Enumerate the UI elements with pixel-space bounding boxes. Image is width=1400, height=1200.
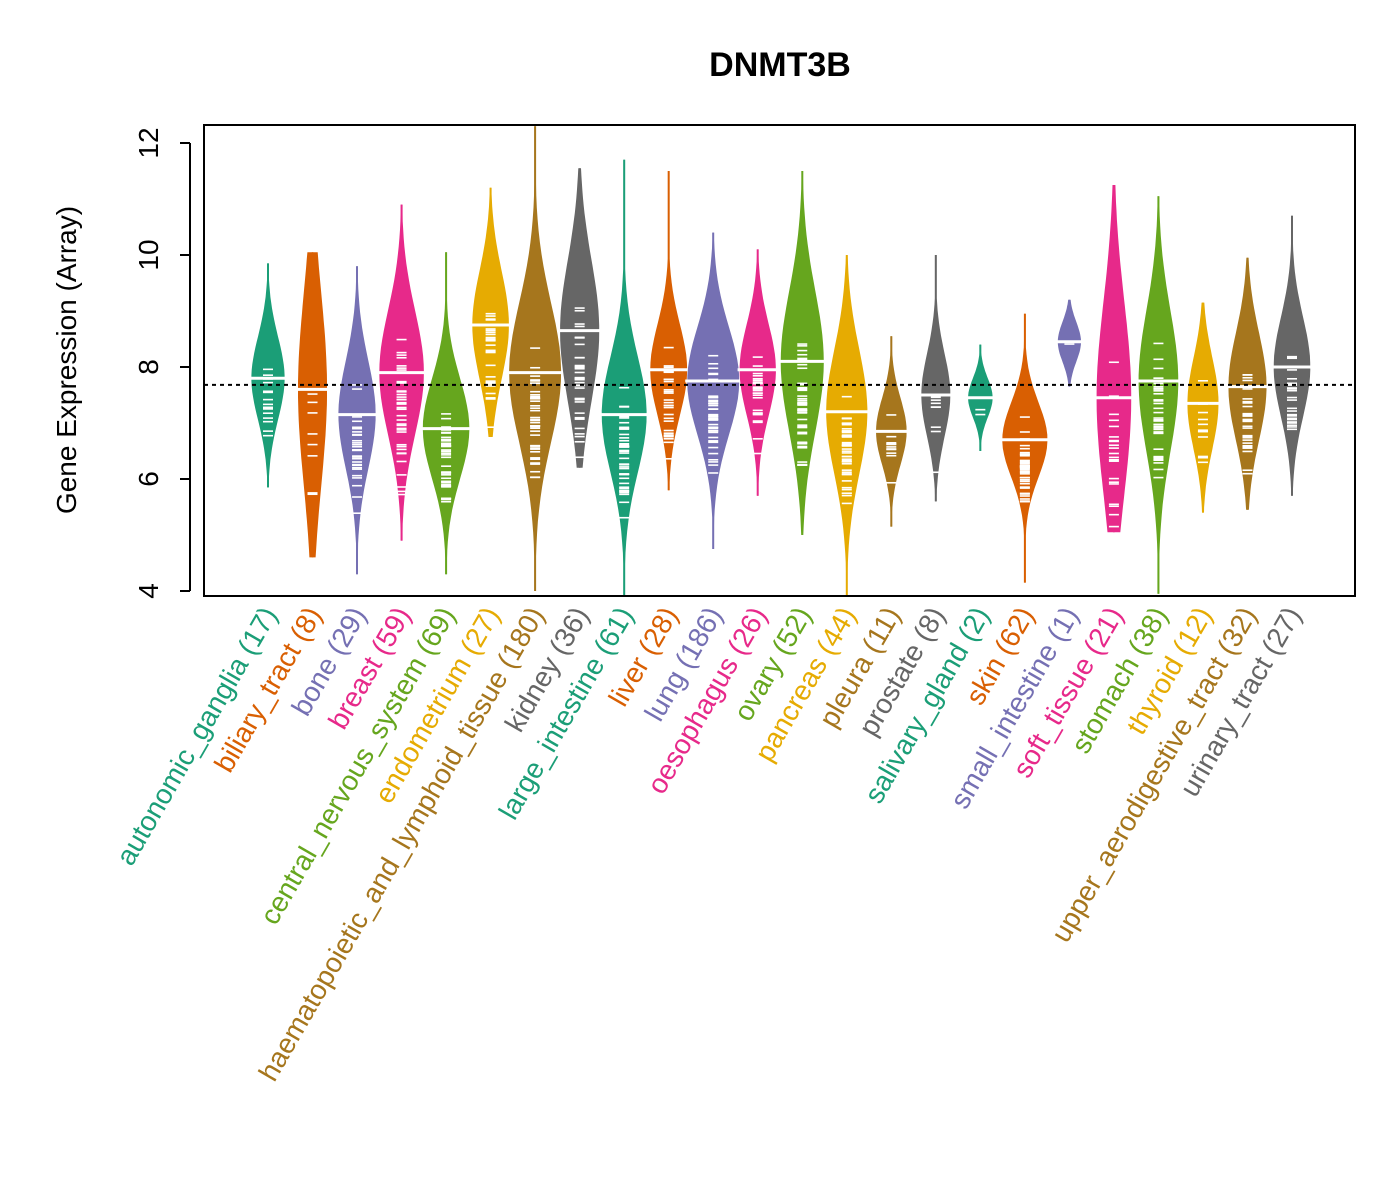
bean-autonomic_ganglia bbox=[249, 263, 287, 488]
y-tick-label: 6 bbox=[133, 471, 164, 487]
bean-density bbox=[1273, 215, 1311, 496]
y-tick-label: 4 bbox=[133, 583, 164, 599]
beans bbox=[249, 126, 1313, 597]
bean-skin bbox=[1000, 313, 1050, 583]
bean-haematopoietic_and_lymphoid_tissue bbox=[507, 126, 564, 591]
bean-density bbox=[921, 255, 951, 502]
y-tick-label: 10 bbox=[133, 239, 164, 270]
bean-pancreas bbox=[824, 255, 870, 597]
y-axis: 4 6 8 10 12 bbox=[133, 127, 191, 599]
y-tick-label: 12 bbox=[133, 127, 164, 158]
bean-density bbox=[650, 171, 688, 491]
plot-frame bbox=[203, 124, 1356, 597]
bean-small_intestine bbox=[1055, 299, 1083, 387]
bean-density bbox=[1187, 302, 1219, 513]
bean-thyroid bbox=[1185, 302, 1221, 513]
chart-title: DNMT3B bbox=[709, 46, 851, 84]
bean-large_intestine bbox=[599, 159, 649, 597]
bean-soft_tissue bbox=[1094, 185, 1134, 533]
bean-density bbox=[298, 252, 327, 558]
bean-lung bbox=[685, 232, 742, 549]
bean-density bbox=[601, 159, 647, 597]
bean-density bbox=[338, 266, 376, 575]
bean-density bbox=[509, 126, 562, 591]
bean-density bbox=[687, 232, 740, 549]
bean-bone bbox=[336, 266, 378, 575]
bean-breast bbox=[377, 204, 426, 541]
bean-density bbox=[560, 168, 600, 468]
y-tick-label: 8 bbox=[133, 359, 164, 375]
bean-biliary_tract bbox=[295, 252, 330, 558]
bean-oesophagus bbox=[737, 249, 778, 496]
bean-central_nervous_system bbox=[420, 252, 472, 575]
bean-ovary bbox=[778, 171, 826, 535]
x-axis-labels: autonomic_ganglia (17)biliary_tract (8)b… bbox=[110, 602, 1307, 1087]
bean-prostate bbox=[919, 255, 953, 502]
bean-kidney bbox=[558, 168, 602, 468]
bean-density bbox=[1228, 257, 1267, 510]
bean-density bbox=[826, 255, 868, 597]
bean-salivary_gland bbox=[966, 344, 995, 451]
bean-liver bbox=[648, 171, 690, 491]
bean-urinary_tract bbox=[1271, 215, 1313, 496]
bean-endometrium bbox=[470, 187, 511, 437]
bean-density bbox=[780, 171, 824, 535]
y-axis-label: Gene Expression (Array) bbox=[51, 206, 82, 514]
bean-density bbox=[1138, 196, 1179, 594]
bean-pleura bbox=[873, 336, 909, 527]
bean-upper_aerodigestive_tract bbox=[1226, 257, 1269, 510]
bean-stomach bbox=[1136, 196, 1181, 594]
bean-density bbox=[1096, 185, 1132, 533]
bean-density bbox=[739, 249, 776, 496]
bean-density bbox=[472, 187, 509, 437]
